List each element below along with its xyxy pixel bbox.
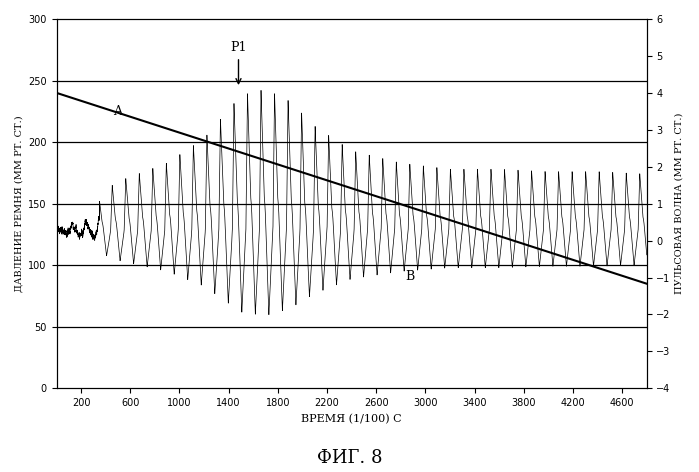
Y-axis label: ДАВЛЕНИЕ РЕМНЯ (ММ РТ. СТ.): ДАВЛЕНИЕ РЕМНЯ (ММ РТ. СТ.) xyxy=(15,115,24,292)
Text: P1: P1 xyxy=(230,41,247,84)
Text: ФИГ. 8: ФИГ. 8 xyxy=(317,449,382,467)
Text: B: B xyxy=(405,270,414,283)
X-axis label: ВРЕМЯ (1/100) С: ВРЕМЯ (1/100) С xyxy=(301,413,402,424)
Y-axis label: ПУЛЬСОВАЯ ВОЛНА (ММ РТ. СТ.): ПУЛЬСОВАЯ ВОЛНА (ММ РТ. СТ.) xyxy=(675,113,684,295)
Text: A: A xyxy=(113,105,122,118)
